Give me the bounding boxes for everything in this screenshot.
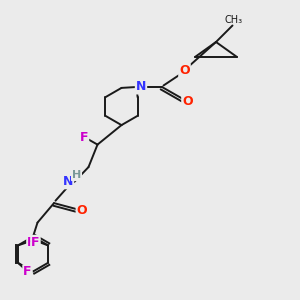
Text: F: F xyxy=(31,236,40,249)
Text: H: H xyxy=(72,170,81,180)
Text: O: O xyxy=(182,95,193,109)
Text: O: O xyxy=(76,204,87,217)
Text: N: N xyxy=(136,80,146,94)
Text: N: N xyxy=(63,175,73,188)
Text: F: F xyxy=(27,236,36,249)
Text: CH₃: CH₃ xyxy=(225,15,243,25)
Text: O: O xyxy=(179,64,190,77)
Text: F: F xyxy=(23,265,32,278)
Text: F: F xyxy=(80,130,88,144)
